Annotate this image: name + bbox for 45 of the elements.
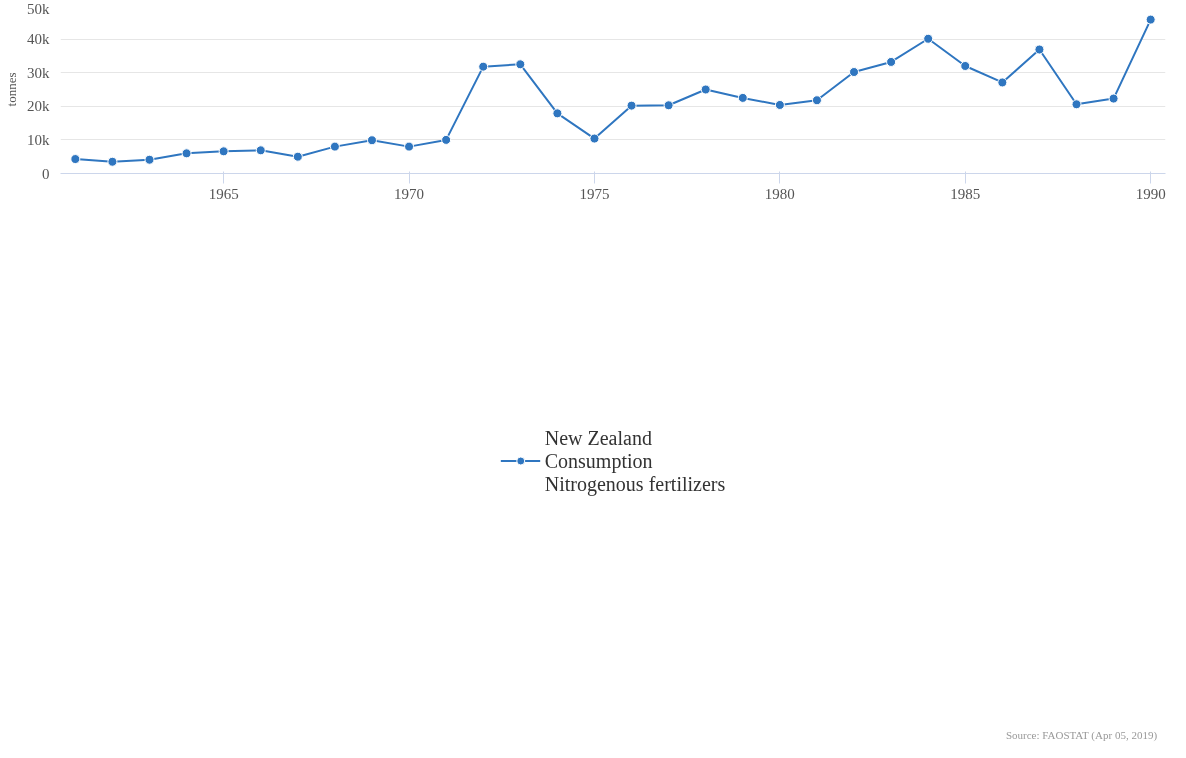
x-tick-label: 1965 — [208, 185, 239, 202]
y-tick-label: 20k — [27, 98, 50, 115]
point — [181, 148, 192, 159]
point — [552, 108, 563, 119]
point — [1108, 93, 1119, 104]
point — [292, 151, 303, 162]
point — [960, 60, 971, 71]
point — [441, 134, 452, 145]
legend-label: New Zealand Consumption Nitrogenous fertilizers — [544, 426, 726, 496]
point — [997, 77, 1008, 88]
point — [515, 59, 526, 70]
y-axis-title: tonnes — [4, 72, 19, 107]
y-tick-label: 10k — [27, 131, 50, 148]
point — [811, 95, 822, 106]
source-note: Source: FAOSTAT (Apr 05, 2019) — [1005, 728, 1158, 742]
point — [589, 133, 600, 144]
point — [1145, 14, 1156, 25]
point — [478, 61, 489, 72]
point — [1034, 44, 1045, 55]
point — [404, 141, 415, 152]
x-tick-label: 1980 — [764, 185, 795, 202]
y-tick-label: 0 — [42, 165, 50, 182]
point — [255, 145, 266, 156]
point — [923, 33, 934, 44]
y-tick-label: 30k — [27, 64, 50, 81]
point — [849, 67, 860, 78]
point — [700, 84, 711, 95]
point — [218, 146, 229, 157]
point — [626, 100, 637, 111]
x-tick-label: 1990 — [1135, 185, 1166, 202]
point — [366, 135, 377, 146]
x-tick-label: 1985 — [950, 185, 981, 202]
x-tick-label: 1970 — [394, 185, 425, 202]
point — [70, 154, 81, 165]
point — [886, 56, 897, 67]
y-tick-label: 40k — [27, 31, 50, 48]
point — [774, 99, 785, 110]
point — [107, 156, 118, 167]
point — [737, 92, 748, 103]
y-tick-label: 50k — [27, 0, 50, 17]
point — [144, 154, 155, 165]
point — [329, 141, 340, 152]
point — [663, 100, 674, 111]
point — [1071, 99, 1082, 110]
x-tick-label: 1975 — [579, 185, 610, 202]
